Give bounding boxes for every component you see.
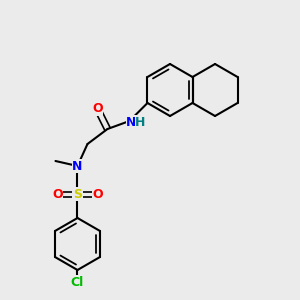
Text: N: N xyxy=(126,116,137,128)
Text: H: H xyxy=(135,116,146,128)
Text: O: O xyxy=(92,103,103,116)
Text: O: O xyxy=(52,188,63,200)
Text: O: O xyxy=(92,188,103,200)
Text: N: N xyxy=(72,160,83,172)
Text: S: S xyxy=(73,188,82,200)
Text: Cl: Cl xyxy=(71,275,84,289)
